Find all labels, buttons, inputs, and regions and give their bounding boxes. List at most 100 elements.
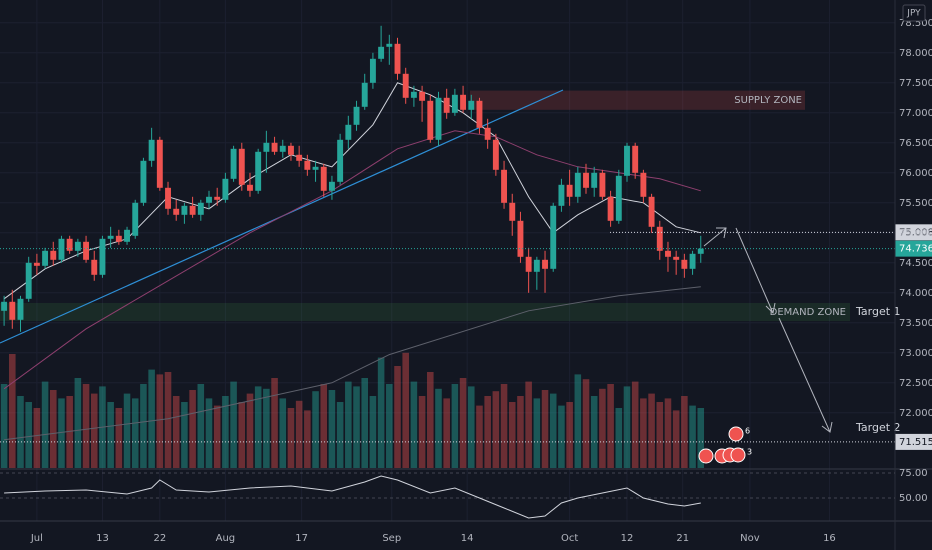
volume-bar <box>500 384 508 468</box>
volume-bar <box>82 384 90 468</box>
volume-bar <box>90 393 98 468</box>
candle-body <box>574 172 581 197</box>
volume-bar <box>345 381 352 468</box>
volume-bar <box>369 396 377 468</box>
projection-arrows <box>703 227 833 433</box>
candle-body <box>107 235 114 239</box>
volume-bar <box>672 410 680 468</box>
candle-body <box>378 46 385 59</box>
volume-bar <box>435 388 442 468</box>
x-tick-label: 21 <box>676 533 689 544</box>
volume-bar <box>74 378 82 468</box>
candle-body <box>599 172 606 197</box>
candle-body <box>673 256 680 260</box>
volume-bar <box>361 378 368 468</box>
volume-bar <box>287 408 295 468</box>
volume-bar <box>9 354 16 468</box>
candle-body <box>517 220 524 257</box>
candle-body <box>566 184 573 197</box>
volume-bar <box>238 402 246 468</box>
x-tick-label: 22 <box>153 533 166 544</box>
candle-body <box>132 202 139 236</box>
y-tick-label: 78.500 <box>899 18 932 29</box>
volume-bar <box>41 381 49 468</box>
candle-body <box>74 241 81 251</box>
volume-bar <box>394 366 401 468</box>
volume-bar <box>681 396 688 468</box>
candle-body <box>9 301 16 320</box>
volume-bar <box>189 390 196 468</box>
volume-bar <box>525 381 532 468</box>
volume-bar <box>631 381 639 468</box>
volume-bar <box>230 381 237 468</box>
volume-bar <box>623 386 631 468</box>
candle-body <box>369 58 376 83</box>
volume-bar <box>607 384 614 468</box>
moving-average <box>4 286 701 441</box>
candle-body <box>115 235 122 242</box>
volume-bar <box>599 388 606 468</box>
y-tick-label: 74.000 <box>899 288 932 299</box>
badge <box>730 447 746 463</box>
y-tick-label: 77.000 <box>899 108 932 119</box>
candle-body <box>320 166 327 191</box>
candle-body <box>697 248 704 254</box>
volume-bar <box>328 390 336 468</box>
candle-body <box>50 250 57 260</box>
candle-body <box>435 97 442 140</box>
level-label: 75.008 <box>899 227 932 238</box>
volume-bar <box>271 378 278 468</box>
volume-bar <box>459 378 467 468</box>
candle-body <box>91 259 98 275</box>
candle-body <box>689 253 696 269</box>
candles <box>1 25 704 332</box>
candle-body <box>427 100 434 140</box>
y-tick-label: 73.500 <box>899 318 932 329</box>
y-tick-label: 74.500 <box>899 258 932 269</box>
oscillator-tick-label: 50.00 <box>899 493 928 504</box>
level-label: 71.515 <box>899 437 932 448</box>
candle-body <box>460 94 467 110</box>
y-tick-label: 75.000 <box>899 228 932 239</box>
candle-body <box>558 184 565 206</box>
zone-label: SUPPLY ZONE <box>734 95 802 106</box>
arrow-head <box>765 302 776 315</box>
volume-bar <box>246 393 254 468</box>
volume-bar <box>541 390 549 468</box>
volume-bar <box>648 393 655 468</box>
candle-body <box>247 184 253 191</box>
candle-body <box>230 148 237 179</box>
volume-bar <box>181 402 188 468</box>
volume-bar <box>656 402 664 468</box>
volume-bar <box>123 393 131 468</box>
candle-body <box>304 160 311 170</box>
volume-bar <box>156 374 164 468</box>
volume-bar <box>336 402 344 468</box>
volume-bar <box>0 384 8 468</box>
volume-bar <box>590 396 598 468</box>
volume-bar <box>574 374 582 468</box>
candle-body <box>33 262 40 266</box>
y-tick-label: 73.000 <box>899 348 932 359</box>
candle-body <box>484 127 491 140</box>
volume-bar <box>197 384 205 468</box>
candle-body <box>550 205 557 269</box>
candle-body <box>238 148 245 185</box>
volume-bar <box>66 396 73 468</box>
oscillator-tick-label: 75.00 <box>899 468 928 479</box>
arrow-up <box>703 227 727 247</box>
candle-body <box>148 139 155 161</box>
candle-body <box>66 238 73 251</box>
volume <box>0 352 705 468</box>
volume-bar <box>558 405 565 468</box>
candle-body <box>296 154 303 161</box>
volume-bar <box>172 396 180 468</box>
volume-bar <box>427 372 434 468</box>
candle-body <box>648 196 655 227</box>
candle-body <box>312 166 319 170</box>
volume-bar <box>320 384 328 468</box>
y-tick-label: 75.500 <box>899 198 932 209</box>
x-tick-label: Nov <box>740 533 760 544</box>
x-tick-label: 16 <box>823 533 836 544</box>
